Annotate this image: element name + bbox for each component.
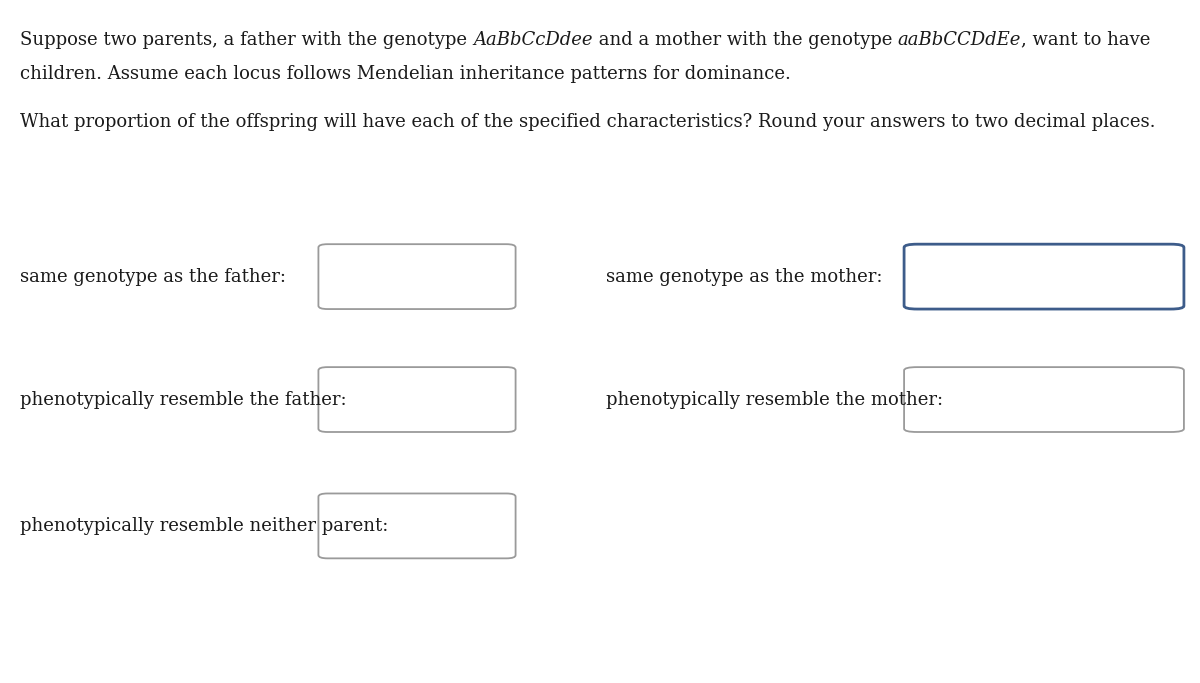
FancyBboxPatch shape: [318, 493, 516, 559]
Text: aaBbCCDdEe: aaBbCCDdEe: [898, 31, 1021, 48]
Text: What proportion of the offspring will have each of the specified characteristics: What proportion of the offspring will ha…: [20, 113, 1156, 130]
Text: and a mother with the genotype: and a mother with the genotype: [593, 31, 898, 48]
Text: same genotype as the mother:: same genotype as the mother:: [606, 268, 882, 285]
Text: AaBbCcDdee: AaBbCcDdee: [473, 31, 593, 48]
Text: children. Assume each locus follows Mendelian inheritance patterns for dominance: children. Assume each locus follows Mend…: [20, 65, 791, 83]
FancyBboxPatch shape: [318, 367, 516, 432]
FancyBboxPatch shape: [904, 245, 1184, 309]
FancyBboxPatch shape: [904, 367, 1184, 432]
FancyBboxPatch shape: [318, 245, 516, 309]
Text: , want to have: , want to have: [1021, 31, 1151, 48]
Text: phenotypically resemble the father:: phenotypically resemble the father:: [20, 391, 347, 408]
Text: same genotype as the father:: same genotype as the father:: [20, 268, 287, 285]
Text: phenotypically resemble neither parent:: phenotypically resemble neither parent:: [20, 517, 389, 535]
Text: Suppose two parents, a father with the genotype: Suppose two parents, a father with the g…: [20, 31, 473, 48]
Text: phenotypically resemble the mother:: phenotypically resemble the mother:: [606, 391, 943, 408]
